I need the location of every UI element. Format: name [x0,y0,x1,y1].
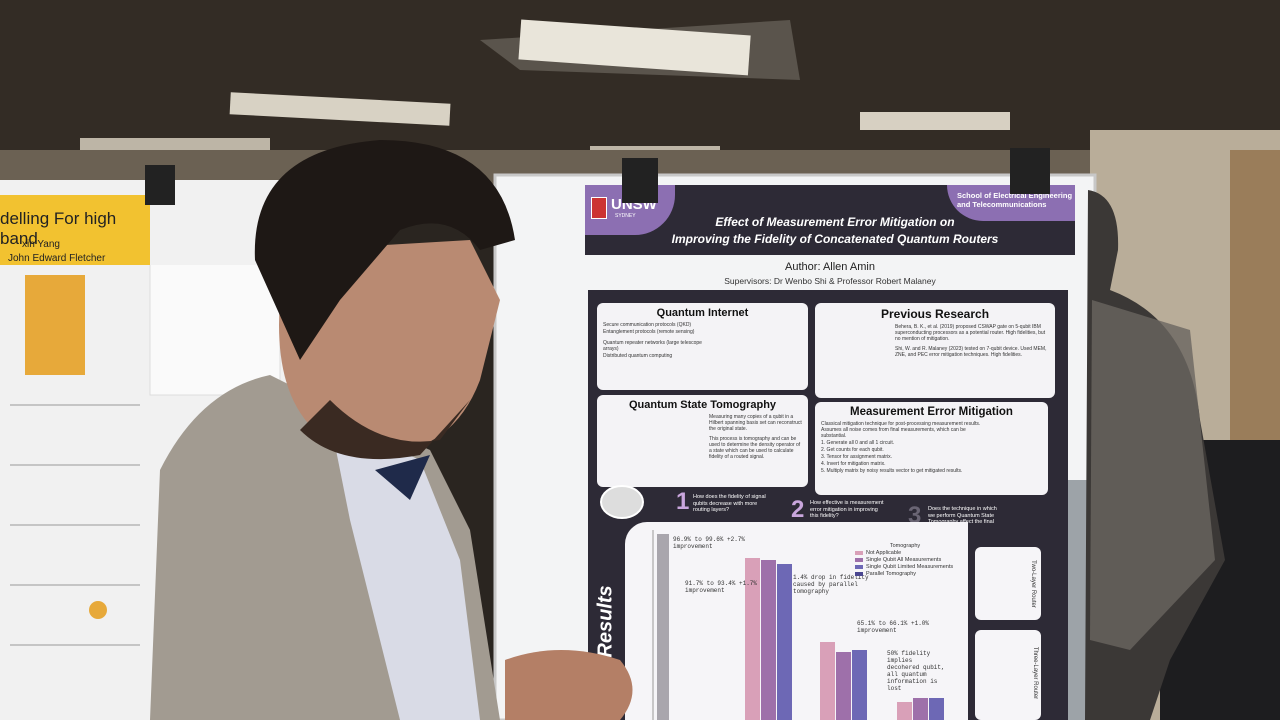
section-text: Distributed quantum computing [603,353,673,359]
section-text: Behera, B. K., et al. (2019) proposed CS… [895,324,1046,342]
left-poster-title: delling For high band [0,209,117,248]
legend-title: Tomography [889,543,921,549]
section: Previous Research Behera, B. K., et al. … [815,303,1055,398]
section-text: 1. Generate all 0 and all 1 circuit. [821,440,895,446]
section-text: Entanglement protocols (remote sensing) [603,329,695,335]
router-panel: Three-Layer Router [975,630,1041,720]
annotation: 91.7% to 93.4% +1.7% improvement [685,580,758,594]
legend-label: Single Qubit All Measurements [866,557,942,563]
question: How effective is measurement error mitig… [810,500,884,519]
section-text: This process is tomography and can be us… [709,436,801,460]
left-poster-header: delling For high band xin Yang John Edwa… [0,195,150,265]
section-text: Secure communication protocols (QKD) [603,322,692,328]
crest [591,197,607,219]
poster-title: Improving the Fidelity of Concatenated Q… [671,232,999,246]
legend: Tomography Not Applicable Single Qubit A… [855,542,955,578]
section-text: Quantum repeater networks (large telesco… [603,340,702,352]
section-text: 3. Tensor for assignment matrix. [821,454,893,460]
content-panel: Quantum Internet Secure communication pr… [588,290,1068,720]
supervisors: Supervisors: Dr Wenbo Shi & Professor Ro… [724,276,936,286]
annotation: 96.9% to 99.6% +2.7% improvement [673,536,746,550]
section-title: Quantum State Tomography [628,399,777,411]
section: Quantum State Tomography Measuring many … [597,395,808,487]
annotation: 65.1% to 66.1% +1.0% improvement [857,620,930,634]
legend-label: Single Qubit Limited Measurements [866,564,954,570]
results-chart-area: 96.9% to 99.6% +2.7% improvement 91.7% t… [625,522,968,720]
router-panel: Two-Layer Router [975,547,1041,620]
legend-entry: Single Qubit All Measurements [855,557,955,563]
question-number: 2 [791,496,805,523]
author: John Edward Fletcher [8,253,106,264]
section-text: Shi, W. and R. Malaney (2023) tested on … [895,346,1047,358]
question: How does the fidelity of signal qubits d… [693,494,766,513]
school: School of Electrical Engineering and Tel… [957,191,1073,209]
legend-label: Not Applicable [866,550,902,556]
legend-label: Parallel Tomography [866,571,917,577]
results-chart [652,530,944,720]
section-text: 4. Invert for mitigation matrix. [821,461,886,467]
poster-header: School of Electrical Engineering and Tel… [585,185,1075,255]
legend-entry: Single Qubit Limited Measurements [855,564,955,570]
section: Quantum Internet Secure communication pr… [597,303,808,390]
section-text: Measuring many copies of a qubit in a Hi… [709,414,802,432]
annotation: 50% fidelity implies decohered qubit, al… [887,650,945,692]
legend-entry: Not Applicable [855,550,955,556]
section-title: Measurement Error Mitigation [850,406,1013,418]
poster-title: Effect of Measurement Error Mitigation o… [715,215,955,229]
legend-entry: Parallel Tomography [855,571,955,577]
section-text: 2. Get counts for each qubit. [821,447,884,453]
annotation: 1.4% drop in fidelity caused by parallel… [793,574,869,595]
author: Author: Allen Amin [785,261,875,273]
section-title: Quantum Internet [656,307,749,319]
section: Measurement Error Mitigation Classical m… [815,402,1048,495]
section-text: 5. Multiply matrix by noisy results vect… [821,468,963,474]
logo-sub: SYDNEY [615,213,636,219]
section-title: Previous Research [880,307,990,321]
question-number: 1 [676,488,690,515]
section-text: Classical mitigation technique for post-… [821,421,981,439]
eye-icon [600,485,644,519]
author: xin Yang [22,239,60,250]
left-poster-figures [10,265,281,646]
